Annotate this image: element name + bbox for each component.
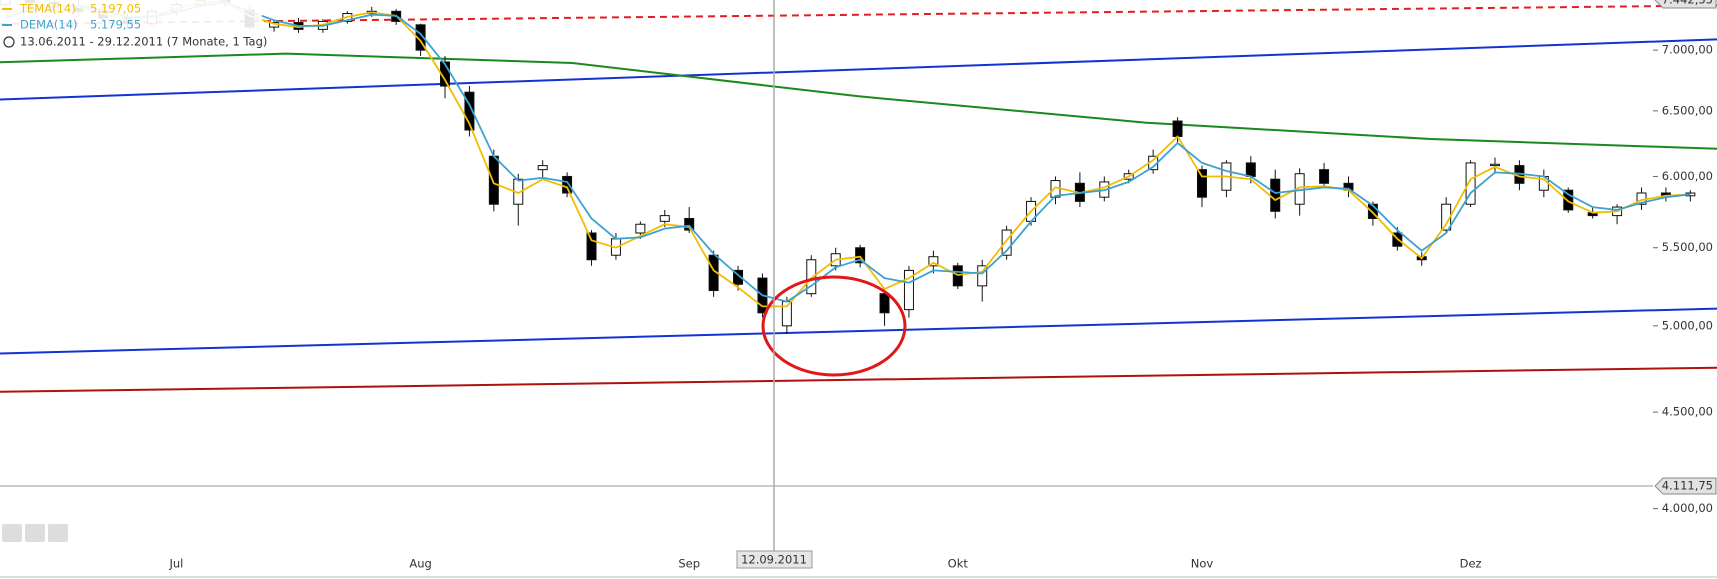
- candle-body: [1172, 120, 1183, 137]
- crosshair: 12.09.2011: [736, 0, 813, 569]
- y-tick-label: 6.500,00: [1662, 103, 1713, 117]
- candle-body: [1270, 178, 1281, 212]
- candle-body: [1563, 189, 1574, 211]
- y-tick-label: 6.000,00: [1662, 169, 1713, 183]
- candle-body: [1001, 229, 1012, 256]
- trend-line: [0, 307, 1717, 355]
- candle-body: [586, 232, 597, 261]
- candle-body: [806, 259, 817, 295]
- candle-body: [537, 165, 548, 171]
- y-axis: 7.442,35 4.111,75 7.000,00 6.500,00 6.000,00…: [1653, 0, 1717, 515]
- overlay-layer: [0, 4, 1717, 487]
- y-tick-label: 5.500,00: [1662, 240, 1713, 254]
- highlight-ellipse: [761, 275, 907, 377]
- trend-line: [0, 38, 1717, 101]
- candle-body: [635, 223, 646, 234]
- legend: 13.06.2011 - 29.12.2011 (7 Monate, 1 Tag…: [0, 0, 267, 52]
- y-tick-label: 4.500,00: [1662, 405, 1713, 419]
- pane-buttons: [2, 524, 68, 542]
- x-axis: Jul Aug Sep Okt Nov Dez: [168, 557, 1481, 571]
- price-marker: [1654, 477, 1717, 495]
- price-marker-label: 7.442,35: [1662, 0, 1713, 6]
- button[interactable]: [48, 524, 68, 542]
- candle-body: [928, 256, 939, 267]
- candle-body: [733, 269, 744, 285]
- legend-value: 5.197,05: [90, 2, 141, 16]
- price-marker: [1654, 0, 1717, 9]
- legend-background: [0, 0, 262, 52]
- candle-body: [659, 215, 670, 222]
- date-range: 13.06.2011 - 29.12.2011 (7 Monate, 1 Tag…: [20, 35, 267, 49]
- candle-body: [903, 269, 914, 311]
- candle-body: [855, 247, 866, 264]
- candle-body: [464, 91, 475, 131]
- indicator-line: [5, 0, 1691, 308]
- x-tick-label: Dez: [1460, 557, 1482, 571]
- legend-name: DEMA(14): [20, 18, 78, 32]
- candle-body: [1245, 162, 1256, 177]
- x-tick-label: Okt: [948, 557, 969, 571]
- candle-body: [879, 293, 890, 314]
- candle-body: [977, 265, 988, 287]
- indicator-line: [5, 1, 1691, 303]
- price-marker-label: 4.111,75: [1662, 479, 1713, 493]
- y-tick-label: 4.000,00: [1662, 501, 1713, 515]
- crosshair-label: 12.09.2011: [741, 553, 807, 567]
- clock-icon: [3, 36, 15, 48]
- candle-body: [562, 175, 573, 194]
- button[interactable]: [25, 524, 45, 542]
- y-tick-label: 5.000,00: [1662, 318, 1713, 332]
- legend-value: 5.179,55: [90, 18, 141, 32]
- crosshair-box: [736, 550, 813, 569]
- candle-body: [488, 155, 499, 205]
- trend-line: [0, 52, 1717, 150]
- x-tick-label: Nov: [1191, 557, 1214, 571]
- trend-line: [0, 366, 1717, 393]
- x-tick-label: Jul: [168, 557, 183, 571]
- candle-body: [1196, 169, 1207, 198]
- y-tick-label: 7.000,00: [1662, 43, 1713, 57]
- candle-body: [1490, 163, 1501, 167]
- button[interactable]: [2, 524, 22, 542]
- x-tick-label: Sep: [678, 557, 700, 571]
- x-tick-label: Aug: [409, 557, 431, 571]
- candle-body: [684, 217, 695, 231]
- candle-body: [1319, 169, 1330, 184]
- trend-line: [0, 4, 1717, 25]
- candle-body: [1465, 162, 1476, 205]
- legend-name: TEMA(14): [19, 2, 76, 16]
